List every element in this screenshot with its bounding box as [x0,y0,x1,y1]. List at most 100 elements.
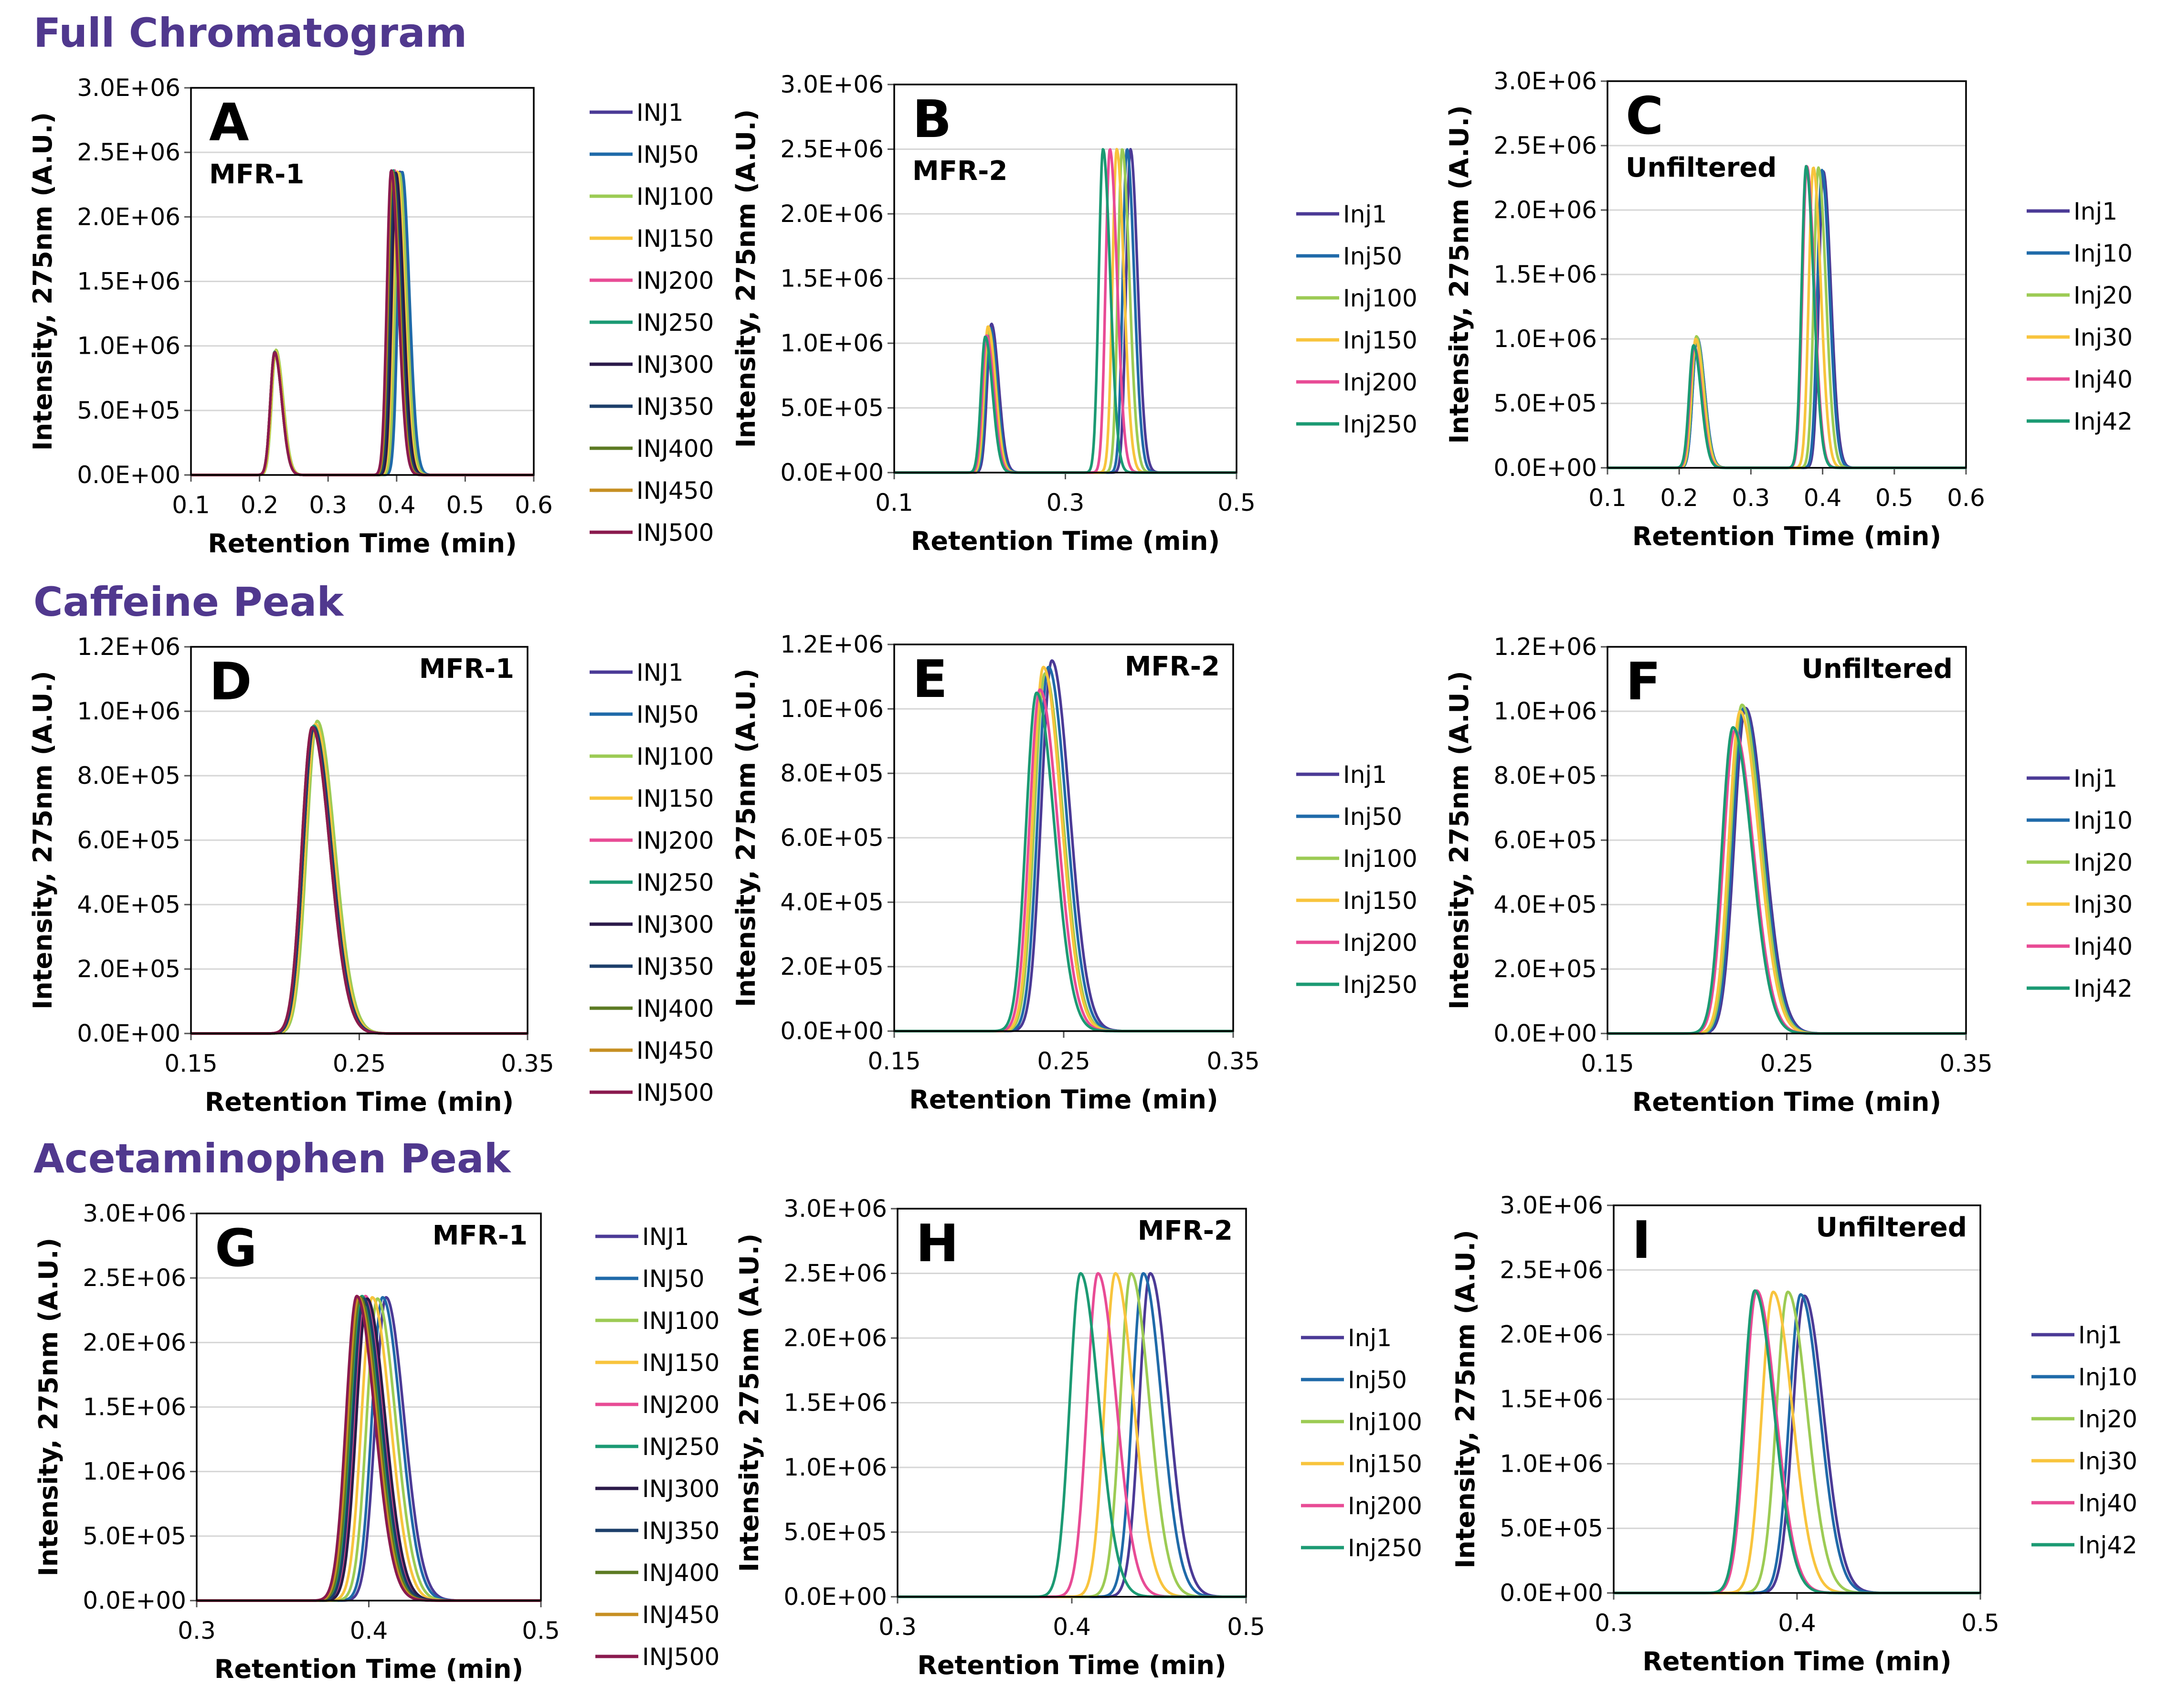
series-line-inj450 [190,726,529,1035]
y-axis-title: Intensity, 275nm (A.U.) [1450,1230,1480,1568]
y-tick-label: 3.0E+06 [83,1200,186,1227]
plot-area-border [893,643,1234,1032]
legend-entry: INJ200 [642,1391,719,1419]
series-line-inj100 [190,719,529,1035]
x-tick-label: 0.15 [1581,1050,1634,1077]
legend-entry: INJ250 [636,309,714,337]
panel-label: MFR-1 [433,1220,528,1251]
y-tick-label: 5.0E+05 [780,394,884,422]
x-tick-label: 0.2 [241,491,279,519]
y-tick-label: 1.0E+06 [77,332,180,360]
chart-panel-G: 0.0E+00 5.0E+05 1.0E+06 1.5E+06 2.0E+06 2.5E+… [33,1200,719,1684]
y-tick-label: 1.0E+06 [1493,697,1597,725]
y-tick-label: 1.0E+06 [83,1458,186,1486]
legend-entry: INJ300 [636,911,714,938]
y-axis-title: Intensity, 275nm (A.U.) [731,668,761,1007]
panel-label: Unfiltered [1626,152,1776,183]
legend-entry: Inj250 [1348,1534,1422,1562]
legend-entry: Inj42 [2073,975,2133,1002]
chart-panel-I: 0.0E+00 5.0E+05 1.0E+06 1.5E+06 2.0E+06 2.5E+… [1450,1191,2137,1676]
legend: Inj1 Inj50 Inj100 Inj150 Inj200 Inj250 [1301,1324,1422,1562]
series-line-inj100 [893,148,1237,474]
legend-entry: INJ250 [642,1433,719,1461]
chart-panel-E: 0.0E+00 2.0E+05 4.0E+05 6.0E+05 8.0E+05 1.0E+… [731,631,1417,1115]
section-title-caffeine-peak: Caffeine Peak [33,579,344,625]
y-tick-label: 1.0E+06 [780,695,884,723]
legend-entry: Inj1 [2073,765,2117,792]
chart-panel-F: 0.0E+00 2.0E+05 4.0E+05 6.0E+05 8.0E+05 1.0E+… [1444,633,2133,1117]
plot-area-border [190,646,529,1034]
legend-entry: Inj30 [2073,324,2133,351]
legend-entry: INJ100 [636,183,714,211]
y-tick-label: 0.0E+00 [1493,1020,1597,1047]
legend-entry: Inj10 [2078,1363,2137,1391]
y-tick-label: 2.0E+06 [77,203,180,231]
legend: INJ1 INJ50 INJ100 INJ150 INJ200 INJ250 INJ300 I… [590,99,714,547]
series-line-inj1 [1607,170,1967,469]
plot-area-border [196,1212,542,1602]
x-tick-label: 0.3 [1732,484,1770,512]
panel-letter: A [209,93,249,153]
y-tick-label: 0.0E+00 [1493,454,1597,482]
legend-entry: Inj1 [1343,761,1387,789]
series-line-inj350 [190,726,529,1035]
panel-label: MFR-1 [209,159,304,190]
panel-letter: H [916,1214,959,1274]
legend-entry: Inj200 [1343,369,1417,396]
y-axis-title: Intensity, 275nm (A.U.) [33,1238,63,1576]
y-tick-label: 0.0E+00 [780,1017,884,1045]
legend-entry: Inj30 [2078,1447,2137,1475]
y-tick-label: 5.0E+05 [83,1522,186,1550]
series-line-inj250 [897,1272,1247,1598]
legend: Inj1 Inj10 Inj20 Inj30 Inj40 Inj42 [2031,1321,2137,1559]
x-tick-label: 0.4 [350,1617,388,1645]
section-title-full-chromatogram: Full Chromatogram [33,10,467,56]
y-tick-label: 1.5E+06 [1500,1385,1603,1413]
y-tick-label: 2.0E+06 [83,1328,186,1356]
y-tick-label: 2.0E+05 [780,953,884,981]
y-tick-label: 1.0E+06 [783,1454,887,1481]
x-axis-title: Retention Time (min) [911,526,1220,556]
y-tick-label: 1.0E+06 [1493,325,1597,353]
series-line-inj10 [1607,169,1967,469]
series-line-inj150 [893,148,1237,474]
y-axis-title: Intensity, 275nm (A.U.) [731,109,761,448]
plot-area-border [897,1208,1247,1598]
x-tick-label: 0.35 [1939,1050,1992,1077]
legend-entry: Inj100 [1348,1408,1422,1436]
panel-letter: B [912,90,952,149]
y-tick-label: 8.0E+05 [1493,762,1597,790]
panel-label: Unfiltered [1816,1212,1967,1243]
y-tick-label: 4.0E+05 [1493,891,1597,918]
section-title-acetaminophen-peak: Acetaminophen Peak [33,1135,511,1182]
y-tick-label: 1.5E+06 [77,268,180,295]
plot-area-border [190,87,535,476]
y-tick-label: 1.5E+06 [783,1389,887,1417]
plot-area-border [893,84,1237,474]
legend-entry: Inj50 [1348,1366,1407,1394]
x-tick-label: 0.3 [309,491,347,519]
legend-entry: Inj20 [2073,849,2133,876]
legend-entry: Inj1 [1348,1324,1392,1352]
legend-entry: INJ1 [636,659,684,686]
legend-entry: INJ450 [642,1601,719,1629]
legend-entry: Inj50 [1343,242,1402,270]
legend-entry: Inj40 [2078,1489,2137,1517]
series-line-inj1 [897,1272,1247,1598]
x-tick-label: 0.3 [1595,1609,1633,1637]
legend-entry: INJ300 [636,351,714,379]
x-tick-label: 0.6 [1947,484,1985,512]
y-tick-label: 2.0E+06 [1500,1321,1603,1349]
plot-area-border [1613,1204,1981,1594]
legend-entry: Inj1 [1343,200,1387,228]
y-tick-label: 2.0E+06 [1493,196,1597,224]
legend: INJ1 INJ50 INJ100 INJ150 INJ200 INJ250 INJ300 I… [590,659,714,1107]
y-tick-label: 1.2E+06 [1493,633,1597,661]
x-tick-label: 0.5 [1227,1613,1265,1641]
x-axis-title: Retention Time (min) [214,1654,523,1684]
legend-entry: INJ250 [636,869,714,896]
x-tick-label: 0.2 [1660,484,1698,512]
x-axis-title: Retention Time (min) [909,1085,1218,1115]
y-tick-label: 6.0E+05 [77,826,180,854]
series-line-inj1 [190,723,529,1035]
